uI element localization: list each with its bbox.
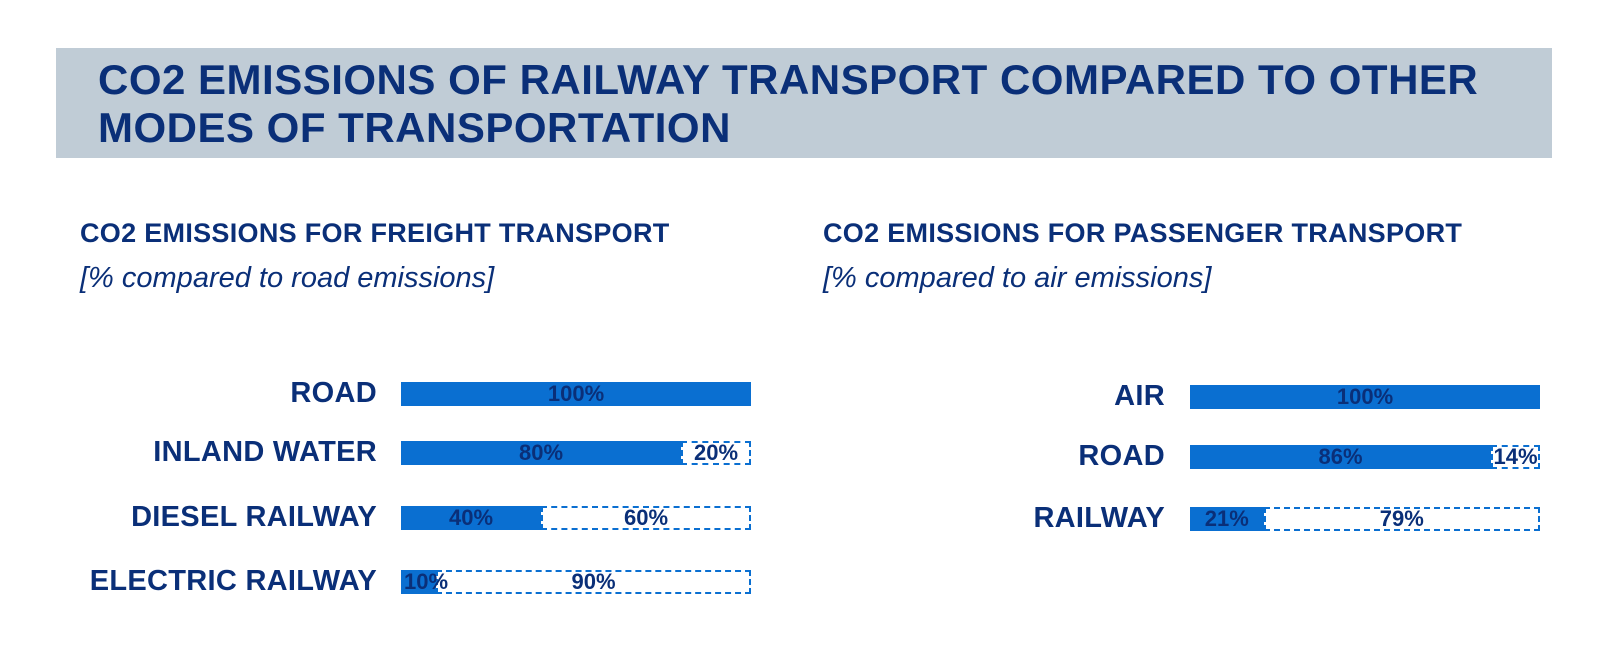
freight-bar-fill-diesel-railway — [401, 506, 541, 530]
passenger-bar-fill-road — [1190, 445, 1491, 469]
passenger-bar-air: 100% — [1190, 385, 1540, 409]
freight-bar-remainder-label-electric-railway: 90% — [571, 569, 616, 594]
title-banner: CO2 EMISSIONS OF RAILWAY TRANSPORT COMPA… — [56, 48, 1552, 158]
passenger-bar-remainder-label-railway: 79% — [1379, 506, 1424, 531]
freight-bar-remainder-diesel-railway — [541, 506, 751, 530]
freight-bar-remainder-inland-water — [681, 441, 751, 465]
passenger-category-label-air: AIR — [1114, 380, 1165, 412]
freight-bar-fill-inland-water — [401, 441, 681, 465]
freight-bar-diesel-railway: 40% 60% — [401, 506, 751, 530]
page-title: CO2 EMISSIONS OF RAILWAY TRANSPORT COMPA… — [98, 56, 1479, 151]
freight-category-label-inland-water: INLAND WATER — [153, 436, 377, 468]
passenger-category-label-road: ROAD — [1078, 440, 1165, 472]
freight-chart-subtitle: [% compared to road emissions] — [80, 262, 495, 294]
freight-bar-value-label-road: 100% — [547, 381, 605, 406]
passenger-bar-value-label-road: 86% — [1318, 444, 1363, 469]
passenger-bar-fill-air — [1190, 385, 1540, 409]
passenger-chart-title: CO2 EMISSIONS FOR PASSENGER TRANSPORT — [823, 218, 1463, 248]
passenger-bar-road: 86% 14% — [1190, 445, 1540, 469]
freight-category-label-road: ROAD — [290, 377, 377, 409]
freight-bar-remainder-label-inland-water: 20% — [693, 440, 739, 465]
passenger-bar-railway: 21% 79% — [1190, 507, 1540, 531]
freight-bar-fill-electric-railway — [401, 570, 436, 594]
passenger-bar-fill-railway — [1190, 507, 1264, 531]
passenger-category-label-railway: RAILWAY — [1033, 502, 1165, 534]
freight-bar-inland-water: 80% 20% — [401, 441, 751, 465]
passenger-bar-remainder-label-road: 14% — [1493, 444, 1538, 469]
freight-bar-remainder-label-diesel-railway: 60% — [623, 505, 669, 530]
freight-bar-value-label-diesel-railway: 40% — [448, 505, 494, 530]
freight-category-label-diesel-railway: DIESEL RAILWAY — [131, 501, 377, 533]
freight-bar-road: 100% — [401, 382, 751, 406]
passenger-bar-remainder-road — [1491, 445, 1540, 469]
freight-bar-value-label-electric-railway: 10% — [403, 569, 449, 594]
freight-bar-electric-railway: 10% 90% — [401, 570, 751, 594]
freight-category-label-electric-railway: ELECTRIC RAILWAY — [89, 565, 377, 597]
freight-bar-remainder-electric-railway — [436, 570, 751, 594]
freight-bar-fill-road — [401, 382, 751, 406]
freight-bar-value-label-inland-water: 80% — [518, 440, 564, 465]
passenger-chart-subtitle: [% compared to air emissions] — [823, 262, 1212, 294]
passenger-bar-value-label-railway: 21% — [1204, 506, 1249, 531]
freight-chart-title: CO2 EMISSIONS FOR FREIGHT TRANSPORT — [80, 218, 670, 248]
passenger-bar-value-label-air: 100% — [1336, 384, 1394, 409]
passenger-bar-remainder-railway — [1263, 507, 1540, 531]
